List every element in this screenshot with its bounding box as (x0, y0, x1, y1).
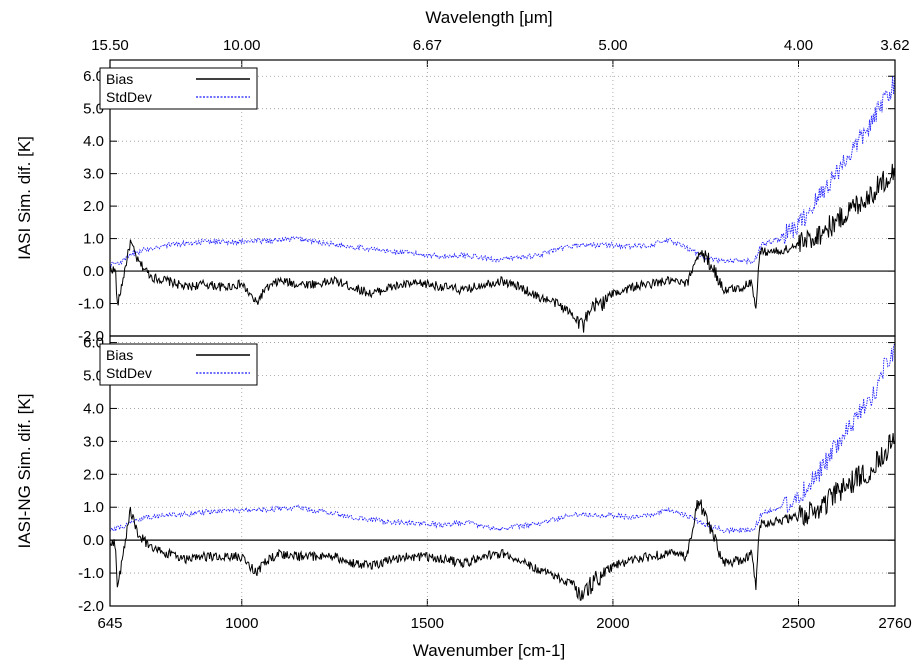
bottom-axis-title: Wavenumber [cm-1] (413, 641, 565, 660)
y-tick-label: -1.0 (78, 565, 104, 582)
top-tick-label: 4.00 (784, 37, 813, 54)
bottom-axis-ticks: 645 1000 1500 2000 2500 2760 (97, 599, 912, 632)
y-tick-label: 0.0 (83, 532, 104, 549)
top-tick-label: 3.62 (880, 37, 909, 54)
bottom-tick-label: 1000 (225, 615, 258, 632)
bottom-tick-label: 2760 (878, 615, 911, 632)
y-tick-label: -1.0 (78, 296, 104, 313)
top-axis-title: Wavelength [μm] (425, 8, 552, 27)
plot-frame (109, 335, 896, 607)
legend-label-bias: Bias (106, 347, 133, 363)
y-tick-label: 6.0 (83, 68, 104, 85)
y-tick-label: 2.0 (83, 198, 104, 215)
top-tick-label: 5.00 (598, 37, 627, 54)
legend: Bias StdDev (99, 343, 258, 386)
bottom-tick-label: 2000 (596, 615, 629, 632)
y-tick-label: 1.0 (83, 231, 104, 248)
top-axis-ticks: 15.50 10.00 6.67 5.00 4.00 3.62 (91, 37, 910, 67)
y-tick-label: 4.0 (83, 400, 104, 417)
legend-box (99, 343, 258, 386)
legend-box (99, 67, 258, 110)
bottom-tick-label: 645 (97, 615, 122, 632)
y-tick-label: -2.0 (78, 328, 104, 345)
stddev-series-line (109, 76, 896, 267)
stddev-series-line (109, 343, 896, 535)
y-tick-label: 3.0 (83, 433, 104, 450)
y-tick-label: 3.0 (83, 166, 104, 183)
legend-label-bias: Bias (106, 71, 133, 87)
top-tick-label: 6.67 (413, 37, 442, 54)
y-tick-label: 4.0 (83, 133, 104, 150)
y-tick-label: 2.0 (83, 466, 104, 483)
bottom-tick-label: 2500 (782, 615, 815, 632)
y-tick-label: 5.0 (83, 368, 104, 385)
bottom-tick-label: 1500 (411, 615, 444, 632)
y-tick-label: 0.0 (83, 263, 104, 280)
y-tick-label: 5.0 (83, 101, 104, 118)
legend: Bias StdDev (99, 67, 258, 110)
y-axis-title: IASI-NG Sim. dif. [K] (15, 394, 34, 549)
top-tick-label: 15.50 (91, 37, 129, 54)
legend-label-stddev: StdDev (106, 89, 152, 105)
bias-series-line (109, 163, 896, 333)
top-tick-label: 10.00 (223, 37, 261, 54)
legend-label-stddev: StdDev (106, 365, 152, 381)
y-tick-label: 6.0 (83, 335, 104, 352)
bias-series-line (109, 433, 896, 601)
y-tick-label: 1.0 (83, 499, 104, 516)
panel-iasi: -2.0 -1.0 0.0 1.0 2.0 3.0 4.0 5.0 6.0 Bias StdDev I… (15, 59, 896, 345)
y-axis-title: IASI Sim. dif. [K] (15, 136, 34, 260)
y-tick-label: -2.0 (78, 598, 104, 615)
